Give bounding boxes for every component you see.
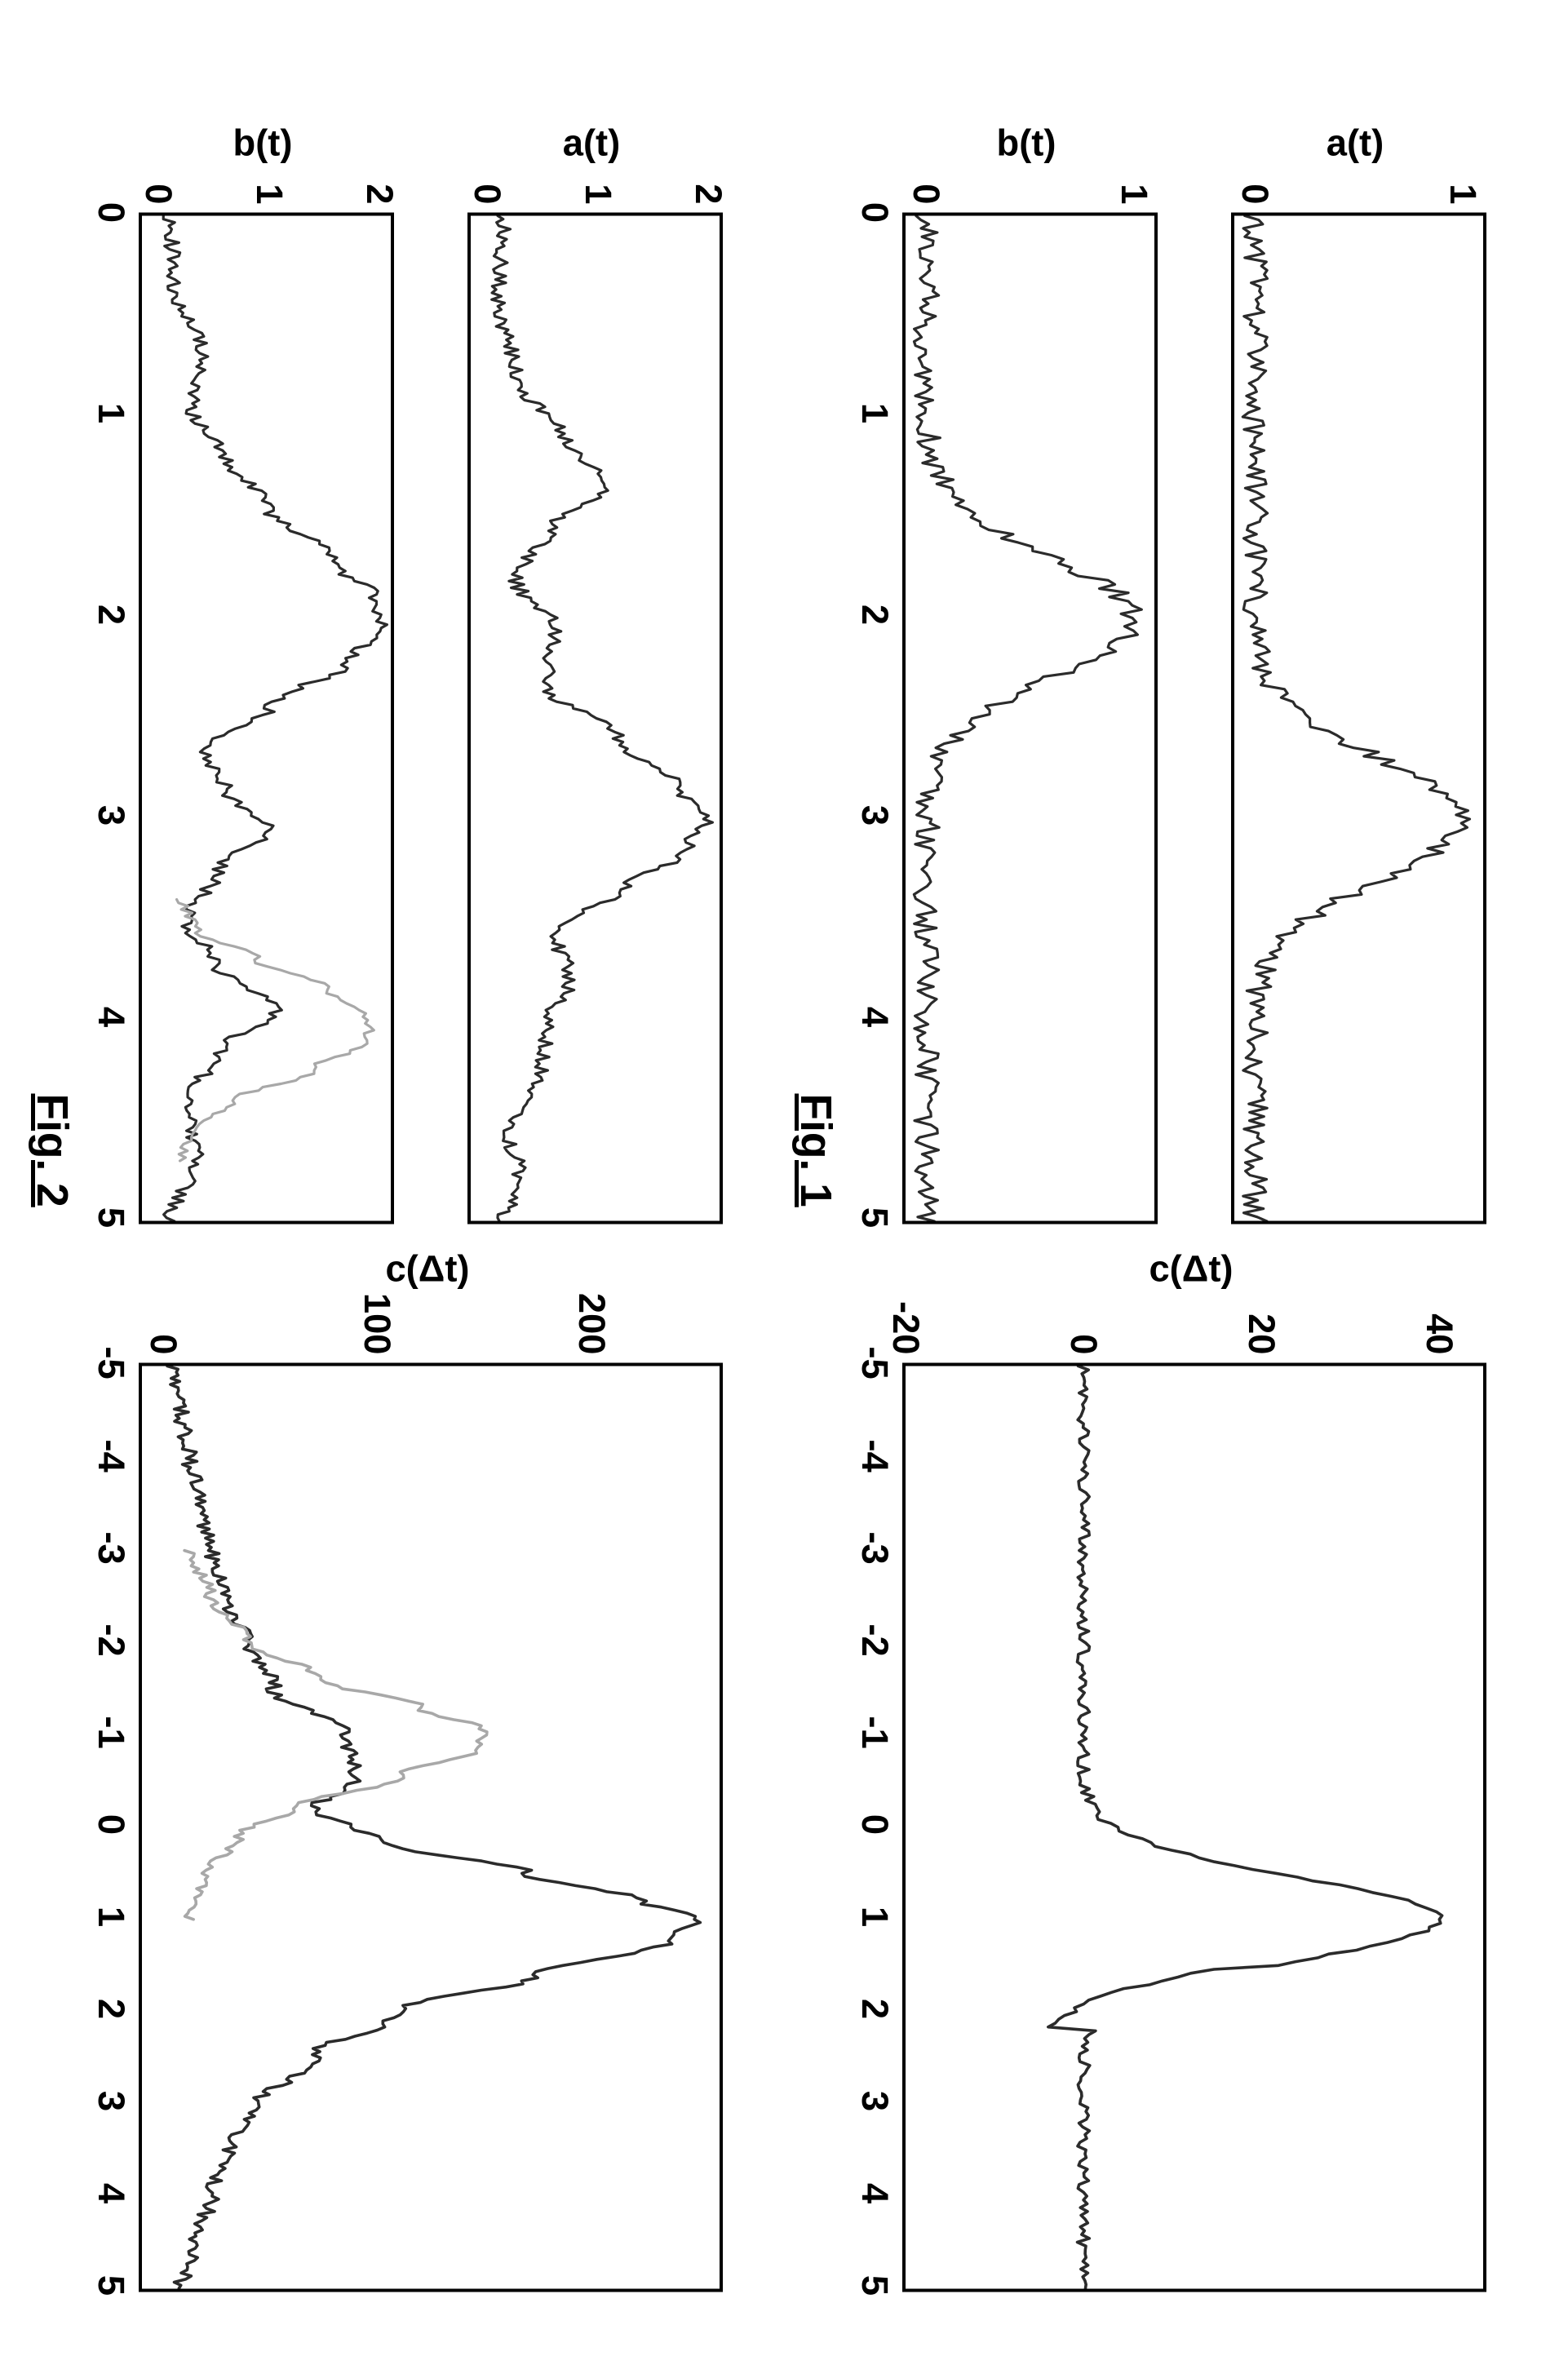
series-fig1-a-0 (1242, 215, 1469, 1220)
xtick-fig2-b: 2 (90, 586, 132, 643)
xtick-fig2-c: 4 (90, 2164, 132, 2221)
panel-fig2-c (139, 1362, 723, 2292)
xtick-fig2-c: -3 (90, 1519, 132, 1576)
ytick-fig2-b: 2 (358, 122, 401, 204)
plot-fig1-b (906, 215, 1154, 1220)
plot-fig1-c (906, 1366, 1483, 2288)
panel-fig1-a (1231, 212, 1486, 1224)
plot-fig2-a (471, 215, 720, 1220)
plot-fig1-a (1234, 215, 1483, 1220)
ytick-fig1-c: 20 (1240, 1273, 1282, 1354)
xtick-fig1-b: 2 (853, 586, 896, 643)
figure-caption: Fig. 1 (791, 1093, 840, 1207)
series-fig1-c-0 (1048, 1366, 1442, 2288)
panel-fig2-b (139, 212, 394, 1224)
xtick-fig1-c: -4 (853, 1427, 896, 1484)
xtick-fig1-b: 5 (853, 1189, 896, 1246)
ylabel-fig1-c: c(Δt) (1142, 1247, 1240, 1290)
xtick-fig2-c: -1 (90, 1703, 132, 1760)
xtick-fig1-b: 1 (853, 384, 896, 441)
xtick-fig1-b: 4 (853, 988, 896, 1045)
ytick-fig2-a: 1 (577, 122, 619, 204)
xtick-fig1-c: -3 (853, 1519, 896, 1576)
xtick-fig2-c: -4 (90, 1427, 132, 1484)
series-fig2-b-1 (177, 899, 374, 1160)
ytick-fig1-a: 1 (1442, 122, 1484, 204)
xtick-fig2-c: -2 (90, 1611, 132, 1668)
ytick-fig2-b: 0 (137, 122, 179, 204)
xtick-fig1-c: -2 (853, 1611, 896, 1668)
xtick-fig2-b: 0 (90, 184, 132, 241)
xtick-fig1-c: 1 (853, 1888, 896, 1945)
ytick-fig2-c: 0 (142, 1273, 184, 1354)
ytick-fig1-a: 0 (1234, 122, 1276, 204)
series-fig2-b-0 (163, 215, 387, 1220)
xtick-fig1-c: -1 (853, 1703, 896, 1760)
panel-fig2-a (467, 212, 723, 1224)
xtick-fig2-c: 0 (90, 1796, 132, 1853)
plot-fig2-c (142, 1366, 720, 2288)
xtick-fig2-c: 2 (90, 1980, 132, 2037)
xtick-fig2-c: -5 (90, 1334, 132, 1391)
ytick-fig1-c: 0 (1062, 1273, 1105, 1354)
ytick-fig2-b: 1 (248, 122, 290, 204)
xtick-fig1-c: 5 (853, 2256, 896, 2314)
xtick-fig2-b: 4 (90, 988, 132, 1045)
ytick-fig1-b: 0 (905, 122, 947, 204)
xtick-fig1-c: 0 (853, 1796, 896, 1853)
series-fig2-c-0 (167, 1366, 700, 2288)
xtick-fig2-b: 1 (90, 384, 132, 441)
xtick-fig1-c: 2 (853, 1980, 896, 2037)
ylabel-fig1-a: a(t) (1306, 122, 1404, 164)
series-fig1-b-0 (914, 215, 1141, 1220)
xtick-fig1-c: 3 (853, 2072, 896, 2129)
plot-fig2-b (142, 215, 391, 1220)
xtick-fig1-c: 4 (853, 2164, 896, 2221)
xtick-fig2-c: 3 (90, 2072, 132, 2129)
ytick-fig2-c: 100 (356, 1273, 398, 1354)
ylabel-fig1-b: b(t) (977, 122, 1075, 164)
series-fig2-a-0 (492, 215, 713, 1220)
ytick-fig2-a: 2 (687, 122, 729, 204)
ytick-fig1-c: 40 (1418, 1273, 1460, 1354)
xtick-fig1-c: -5 (853, 1334, 896, 1391)
xtick-fig1-b: 0 (853, 184, 896, 241)
xtick-fig2-c: 5 (90, 2256, 132, 2314)
figure-caption: Fig. 2 (27, 1093, 77, 1207)
ytick-fig2-c: 200 (570, 1273, 613, 1354)
xtick-fig2-b: 3 (90, 786, 132, 844)
xtick-fig1-b: 3 (853, 786, 896, 844)
xtick-fig2-c: 1 (90, 1888, 132, 1945)
ytick-fig1-b: 1 (1113, 122, 1155, 204)
ytick-fig2-a: 0 (466, 122, 508, 204)
xtick-fig2-b: 5 (90, 1189, 132, 1246)
panel-fig1-c (902, 1362, 1486, 2292)
panel-fig1-b (902, 212, 1158, 1224)
